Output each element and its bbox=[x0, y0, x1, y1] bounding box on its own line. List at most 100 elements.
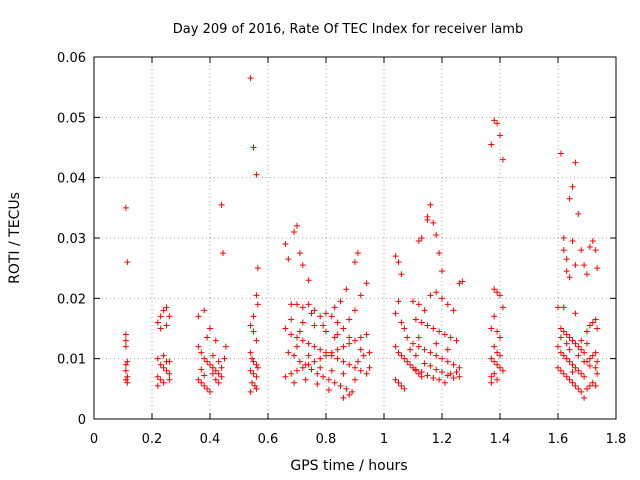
data-point bbox=[566, 334, 573, 341]
data-point bbox=[250, 370, 257, 377]
data-point bbox=[491, 358, 498, 365]
data-point bbox=[250, 328, 257, 335]
data-point bbox=[395, 349, 402, 356]
data-point bbox=[360, 352, 367, 359]
data-point bbox=[441, 331, 448, 338]
data-point bbox=[392, 376, 399, 383]
data-point bbox=[328, 349, 335, 356]
data-point bbox=[412, 352, 419, 359]
data-point bbox=[584, 385, 590, 392]
data-point bbox=[555, 343, 561, 350]
data-point bbox=[204, 385, 211, 392]
data-point bbox=[563, 355, 570, 362]
y-axis-label: ROTI / TECUs bbox=[7, 192, 23, 284]
data-point bbox=[401, 325, 408, 332]
data-point bbox=[163, 304, 170, 311]
data-point bbox=[575, 210, 582, 217]
data-point bbox=[569, 337, 576, 344]
data-point bbox=[302, 376, 309, 383]
data-point bbox=[415, 301, 422, 308]
data-point bbox=[154, 373, 161, 380]
data-point bbox=[488, 379, 495, 386]
data-point bbox=[157, 313, 164, 320]
data-point bbox=[124, 373, 131, 380]
data-point bbox=[450, 374, 457, 381]
data-point bbox=[209, 370, 216, 377]
data-point bbox=[124, 358, 131, 365]
data-point bbox=[444, 346, 451, 353]
data-point bbox=[340, 370, 347, 377]
data-point bbox=[499, 156, 506, 163]
data-point bbox=[497, 364, 503, 371]
data-point bbox=[494, 120, 501, 127]
data-point bbox=[427, 292, 434, 299]
data-point bbox=[288, 316, 295, 323]
chart-title: Day 209 of 2016, Rate Of TEC Index for r… bbox=[173, 22, 523, 37]
data-point bbox=[157, 361, 164, 368]
data-point bbox=[221, 355, 228, 362]
data-point bbox=[320, 373, 327, 380]
data-point bbox=[285, 349, 292, 356]
data-point bbox=[251, 382, 258, 389]
data-point bbox=[122, 331, 129, 338]
data-point bbox=[357, 367, 364, 374]
data-point bbox=[323, 328, 329, 335]
data-point bbox=[157, 376, 164, 383]
data-point bbox=[421, 307, 428, 314]
data-point bbox=[560, 304, 567, 311]
data-point bbox=[154, 382, 161, 389]
data-point bbox=[436, 328, 443, 335]
data-point bbox=[314, 381, 321, 388]
data-point bbox=[212, 337, 219, 344]
data-point bbox=[412, 366, 419, 373]
data-point bbox=[418, 368, 425, 375]
data-point bbox=[305, 352, 312, 359]
data-point bbox=[563, 268, 570, 275]
data-point bbox=[430, 325, 437, 332]
data-point bbox=[299, 262, 306, 269]
data-point bbox=[218, 201, 225, 208]
data-point bbox=[302, 361, 309, 368]
x-tick-label: 1.4 bbox=[490, 432, 511, 447]
data-point bbox=[592, 316, 599, 323]
data-point bbox=[575, 343, 582, 350]
data-point bbox=[427, 362, 434, 369]
grid-lines bbox=[94, 57, 616, 419]
y-tick-label: 0.02 bbox=[57, 292, 86, 307]
data-point bbox=[154, 355, 161, 362]
data-point bbox=[488, 325, 495, 332]
data-point bbox=[421, 360, 428, 367]
data-point bbox=[253, 373, 260, 380]
data-point bbox=[195, 376, 202, 383]
data-point bbox=[247, 367, 254, 374]
data-point bbox=[195, 343, 202, 350]
y-tick-label: 0.05 bbox=[57, 111, 86, 126]
data-point bbox=[204, 358, 211, 365]
data-point bbox=[444, 301, 451, 308]
data-point bbox=[447, 334, 454, 341]
data-point bbox=[215, 358, 222, 365]
data-point bbox=[569, 183, 576, 190]
data-point bbox=[589, 352, 596, 359]
data-point bbox=[314, 370, 321, 377]
data-point bbox=[294, 343, 300, 350]
data-point bbox=[166, 313, 173, 320]
data-point bbox=[436, 250, 443, 257]
data-point bbox=[311, 322, 318, 329]
data-point bbox=[357, 292, 364, 299]
data-point bbox=[222, 343, 229, 350]
data-point bbox=[491, 343, 498, 350]
data-point bbox=[299, 304, 306, 311]
y-tick-label: 0.06 bbox=[57, 51, 86, 66]
y-tick-label: 0.01 bbox=[57, 353, 86, 368]
data-point bbox=[412, 316, 419, 323]
data-point bbox=[459, 278, 466, 285]
data-point bbox=[282, 373, 289, 380]
data-point bbox=[407, 361, 414, 368]
x-tick-label: 1.6 bbox=[548, 432, 569, 447]
data-point bbox=[430, 219, 437, 226]
data-point bbox=[253, 171, 260, 178]
x-axis-label: GPS time / hours bbox=[290, 458, 407, 474]
data-point bbox=[555, 364, 561, 371]
data-point bbox=[305, 277, 312, 284]
